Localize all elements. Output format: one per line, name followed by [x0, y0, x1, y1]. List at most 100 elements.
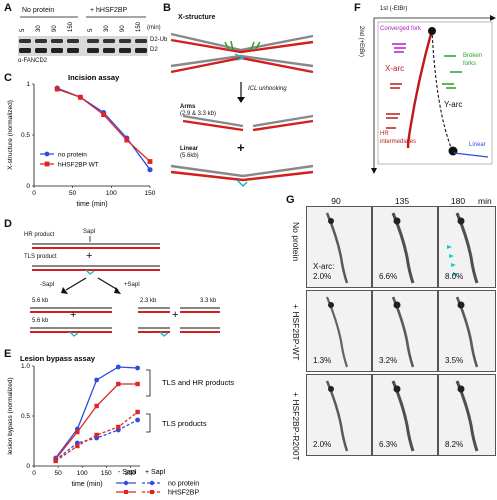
data-point: [116, 424, 121, 430]
legend-header-minus: - SapI: [118, 469, 137, 476]
percent-label: 2.0%: [313, 440, 332, 449]
row-label-r200t: + HSF2BP-R200T: [291, 392, 301, 461]
y-tick-label: 0.5: [21, 132, 30, 139]
panel-d-diagram: [30, 236, 220, 337]
x-tick-label: 0: [32, 190, 36, 197]
incision-chart: Incision assay 0 50 100 150 0 0.5 1 time (min) X-…: [7, 73, 156, 208]
data-point: [135, 417, 140, 423]
legend-marker: [123, 480, 129, 486]
y-axis-label: X-structure (normalized): [7, 100, 14, 170]
x-axis-label: time (min): [76, 201, 107, 208]
bracket-tls-hr: [146, 369, 151, 397]
data-point: [78, 94, 83, 100]
series-line-4: [55, 411, 138, 462]
band-d2: [135, 48, 147, 53]
x-tick-label: 100: [106, 190, 117, 197]
data-point: [135, 381, 140, 387]
percent-label: 8.2%: [445, 440, 464, 449]
col-label-135: 135: [394, 196, 410, 206]
time-label: 150: [136, 21, 142, 32]
panel-label-c: C: [4, 72, 12, 84]
data-point: [147, 167, 153, 173]
band-d2: [87, 48, 99, 53]
arms-label: Arms: [180, 104, 196, 110]
gel-no-protein-135: 6.6%: [372, 206, 438, 288]
gel-no-protein-180: 8.0%: [438, 206, 496, 288]
minus-sapi-label: -SapI: [40, 282, 55, 288]
data-point: [135, 365, 140, 371]
panel-d-plus-2: +: [70, 309, 77, 321]
percent-label: 6.3%: [379, 440, 398, 449]
data-point: [94, 403, 99, 409]
x-tick-label: 0: [32, 470, 36, 477]
band-d2: [51, 48, 63, 53]
x-structure-label: X-structure: [178, 14, 216, 21]
band-d2: [119, 48, 131, 53]
x-tick-label: 50: [69, 190, 77, 197]
panel-a-antibody: α-FANCD2: [18, 58, 48, 64]
axis-1st-label: 1st (-EtBr): [380, 6, 408, 12]
converged-fork-label: Converged fork: [380, 26, 422, 32]
x-tick-label: 150: [101, 470, 112, 477]
band-d2ub: [19, 39, 31, 43]
y-tick-label: 0.5: [21, 413, 30, 420]
x-tick-label: 100: [77, 470, 88, 477]
legend-marker: [150, 490, 154, 494]
legend-label: no protein: [168, 481, 199, 488]
panel-a-group-2: + hHSF2BP: [90, 7, 128, 14]
band-d2: [67, 48, 79, 53]
panel-a-group-1: No protein: [22, 7, 55, 14]
time-label: 30: [104, 25, 110, 32]
gel-r200t-90: 2.0%: [306, 374, 372, 456]
gel-wt-90: 1.3%: [306, 290, 372, 372]
panel-b-plus: +: [237, 140, 245, 155]
lesion-bypass-chart: Lesion bypass assay 0 50 100 150 200 0 0.5 1.0 ti…: [7, 354, 234, 497]
panel-d-plus-1: +: [86, 250, 93, 262]
legend-marker: [124, 490, 128, 494]
data-point: [147, 159, 153, 164]
percent-label: 1.3%: [313, 356, 332, 365]
size-label-2: 5.6 kb: [32, 318, 49, 324]
percent-label: 6.6%: [379, 272, 398, 281]
col-label-90: 90: [331, 196, 341, 206]
band-label-d2: D2: [150, 47, 158, 53]
size-label-3: 2.3 kb: [140, 298, 157, 304]
legend-label: no protein: [58, 151, 87, 158]
data-point: [94, 377, 100, 383]
size-label-4: 3.3 kb: [200, 298, 217, 304]
band-d2ub: [103, 39, 115, 43]
gel-wt-180: 3.5%: [438, 290, 496, 372]
time-label: 5: [20, 28, 26, 32]
axis-2nd-label: 2nd (+EtBr): [358, 26, 364, 57]
panel-label-b: B: [163, 2, 171, 14]
gel-r200t-180: 8.2%: [438, 374, 496, 456]
chart-title: Lesion bypass assay: [20, 354, 96, 363]
x-tick-label: 150: [145, 190, 156, 197]
percent-label: 3.5%: [445, 356, 464, 365]
data-point: [53, 458, 58, 464]
y-tick-label: 1.0: [21, 363, 30, 370]
data-point: [116, 381, 121, 387]
band-d2: [35, 48, 47, 53]
panel-label-e: E: [4, 348, 12, 360]
panel-b-diagram: [170, 32, 314, 188]
x-axis-label: time (min): [71, 481, 102, 488]
hr-product-label: HR product: [24, 232, 55, 238]
y-tick-label: 0: [26, 183, 30, 190]
data-point: [54, 86, 60, 92]
band-d2ub: [35, 39, 47, 43]
legend-label: hHSF2BP WT: [58, 161, 99, 168]
band-d2: [103, 48, 115, 53]
gel-no-protein-90: X-arc: 2.0%: [306, 206, 372, 288]
panel-label-d: D: [4, 218, 12, 230]
data-point: [94, 432, 99, 438]
data-point: [115, 364, 121, 370]
y-axis-label: lesion bypass (normalized): [7, 377, 14, 454]
band-d2ub: [51, 39, 63, 43]
row-label-wt: + HSF2BP-WT: [291, 304, 301, 361]
legend-marker: [149, 480, 155, 486]
bracket-tls: [146, 413, 151, 433]
band-d2ub: [87, 39, 99, 43]
row-label-no-protein: No protein: [291, 222, 301, 262]
y-tick-label: 1: [26, 81, 30, 88]
